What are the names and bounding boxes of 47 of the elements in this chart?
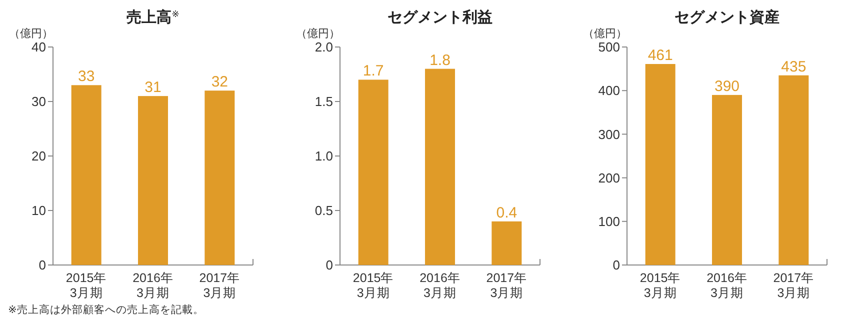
chart-title: セグメント利益 xyxy=(388,9,492,26)
x-tick-label: 2017年 3月期 xyxy=(773,271,814,300)
y-tick-label: 2.0 xyxy=(314,40,333,55)
data-label: 32 xyxy=(211,74,228,91)
x-tick-label: 2016年 3月期 xyxy=(706,271,748,300)
y-axis-title: （億円） xyxy=(296,27,340,40)
bar xyxy=(712,94,742,265)
y-tick-label: 0 xyxy=(38,258,46,273)
y-tick-label: 40 xyxy=(32,40,46,55)
y-tick-label: 400 xyxy=(598,83,620,98)
y-tick-label: 20 xyxy=(32,148,46,164)
data-label: 33 xyxy=(78,68,95,86)
x-tick-label: 2017年 3月期 xyxy=(486,271,528,300)
y-tick-label: 30 xyxy=(32,94,46,110)
bar xyxy=(425,68,455,265)
y-tick-label: 1.0 xyxy=(314,148,333,164)
x-tick-label: 2016年 3月期 xyxy=(420,271,460,300)
data-label: 31 xyxy=(144,79,162,96)
y-tick-label: 0.5 xyxy=(314,203,333,218)
data-label: 1.8 xyxy=(430,52,450,69)
x-tick-label: 2015年 3月期 xyxy=(352,271,394,300)
y-axis-title: （億円） xyxy=(583,27,627,40)
data-label: 1.7 xyxy=(362,62,384,80)
y-tick-label: 10 xyxy=(32,203,46,218)
chart-title: 売上高$^{※}$ xyxy=(126,8,180,26)
y-tick-label: 0 xyxy=(612,258,620,273)
y-tick-label: 100 xyxy=(598,214,620,229)
x-tick-label: 2017年 3月期 xyxy=(199,271,240,300)
bar xyxy=(778,75,809,265)
data-label: 461 xyxy=(648,47,673,64)
x-tick-label: 2015年 3月期 xyxy=(66,271,107,300)
y-tick-label: 200 xyxy=(598,170,620,186)
chart-title: セグメント資産 xyxy=(674,8,780,26)
x-tick-label: 2015年 3月期 xyxy=(640,271,681,300)
x-tick-label: 2016年 3月期 xyxy=(132,271,174,300)
y-tick-label: 300 xyxy=(598,126,620,142)
y-tick-label: 500 xyxy=(598,40,620,55)
y-tick-label: 1.5 xyxy=(314,94,333,110)
text: ※売上高は外部顧客への売上高を記載。 xyxy=(8,303,204,316)
bar xyxy=(645,64,676,265)
bar xyxy=(492,221,522,265)
data-label: 435 xyxy=(781,58,806,76)
data-label: 0.4 xyxy=(496,204,518,222)
y-tick-label: 0 xyxy=(326,258,333,273)
y-axis-title: （億円） xyxy=(9,27,53,40)
bar xyxy=(358,80,388,265)
data-label: 390 xyxy=(714,78,740,95)
